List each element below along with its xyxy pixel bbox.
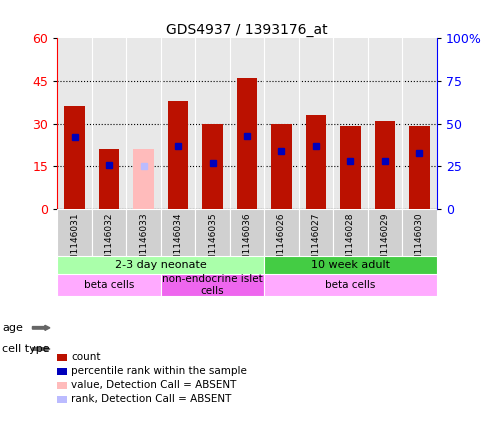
Text: age: age (2, 323, 23, 333)
Bar (230, 209, 264, 255)
Bar (57, 274, 161, 296)
Text: rank, Detection Call = ABSENT: rank, Detection Call = ABSENT (71, 394, 232, 404)
Bar (264, 274, 437, 296)
Text: GSM1146033: GSM1146033 (139, 213, 148, 273)
Text: 10 week adult: 10 week adult (311, 260, 390, 270)
Bar (409, 126, 430, 209)
Bar (57, 255, 264, 274)
Bar (264, 255, 437, 274)
Bar (126, 209, 161, 255)
Text: GSM1146035: GSM1146035 (208, 213, 217, 273)
Bar (161, 274, 264, 296)
Text: GSM1146036: GSM1146036 (243, 213, 251, 273)
Bar (161, 209, 195, 255)
Text: non-endocrine islet
cells: non-endocrine islet cells (162, 274, 263, 296)
Bar (340, 126, 361, 209)
Text: GSM1146026: GSM1146026 (277, 213, 286, 273)
Bar (92, 209, 126, 255)
Bar (271, 124, 292, 209)
Text: GSM1146027: GSM1146027 (311, 213, 320, 273)
Text: count: count (71, 352, 101, 363)
Text: GSM1146031: GSM1146031 (70, 213, 79, 273)
Bar (168, 101, 189, 209)
Text: GSM1146028: GSM1146028 (346, 213, 355, 273)
Bar (333, 209, 368, 255)
Bar (368, 209, 402, 255)
Bar (305, 115, 326, 209)
Text: percentile rank within the sample: percentile rank within the sample (71, 366, 247, 376)
Bar (64, 107, 85, 209)
Text: GSM1146032: GSM1146032 (105, 213, 114, 273)
Text: GSM1146034: GSM1146034 (174, 213, 183, 273)
Bar (195, 209, 230, 255)
Bar (133, 149, 154, 209)
Bar (375, 121, 395, 209)
Bar (202, 124, 223, 209)
Bar (299, 209, 333, 255)
Text: value, Detection Call = ABSENT: value, Detection Call = ABSENT (71, 380, 237, 390)
Text: beta cells: beta cells (325, 280, 376, 290)
Bar (237, 78, 257, 209)
Text: cell type: cell type (2, 344, 50, 354)
Text: GSM1146029: GSM1146029 (380, 213, 389, 273)
Bar (402, 209, 437, 255)
Text: GSM1146030: GSM1146030 (415, 213, 424, 273)
Bar (99, 149, 119, 209)
Text: 2-3 day neonate: 2-3 day neonate (115, 260, 207, 270)
Title: GDS4937 / 1393176_at: GDS4937 / 1393176_at (166, 23, 328, 37)
Bar (264, 209, 299, 255)
Text: beta cells: beta cells (84, 280, 134, 290)
Bar (57, 209, 92, 255)
